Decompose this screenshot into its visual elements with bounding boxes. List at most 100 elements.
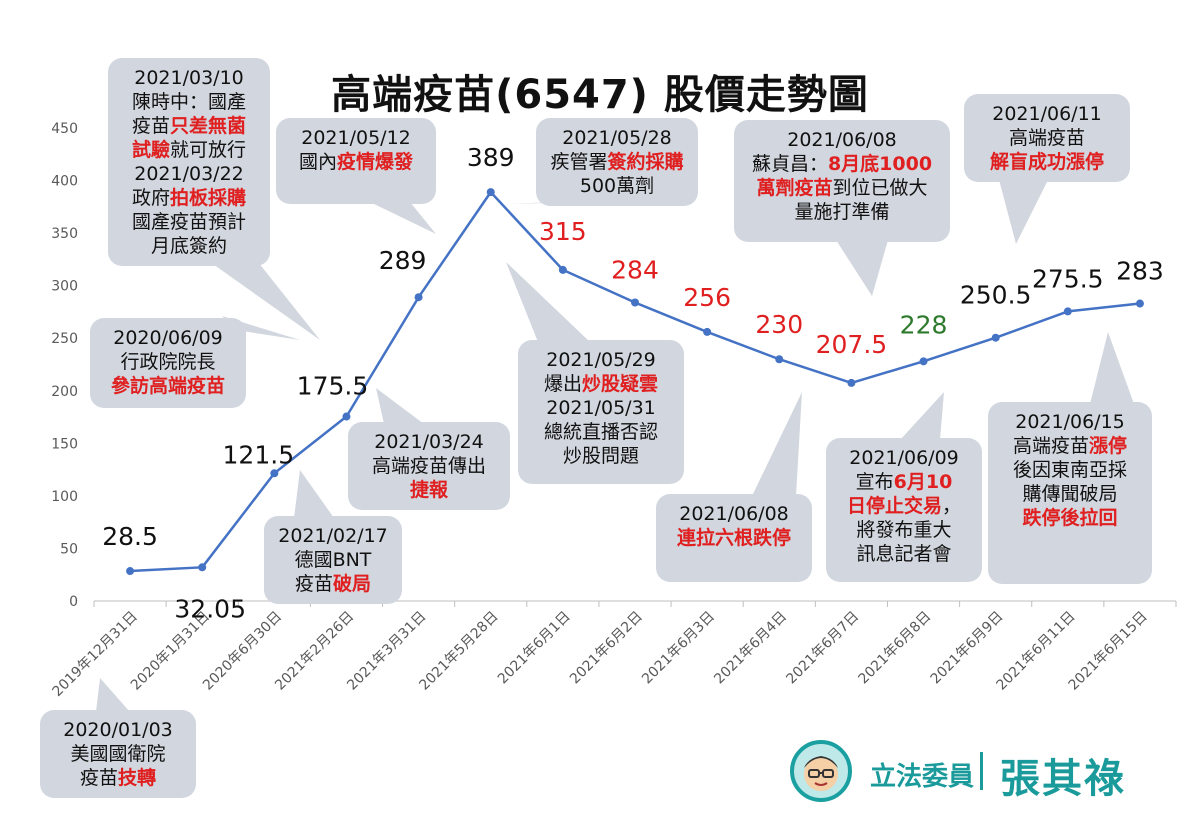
annotation-2021-0609: 2021/06/09 宣布6月10 日停止交易， 將發布重大 訊息記者會 — [826, 438, 982, 582]
annotation-pointer — [998, 176, 1050, 244]
annotation-line: 2021/03/22 — [118, 162, 260, 186]
annotation-highlight: 試驗 — [131, 139, 170, 161]
annotation-2021-0217: 2021/02/17 德國BNT 疫苗破局 — [264, 516, 402, 604]
data-point — [847, 378, 856, 387]
value-label: 283 — [1116, 257, 1164, 286]
annotation-text: 2020/01/03 — [63, 719, 173, 741]
annotation-text: 2021/06/15 — [1015, 411, 1125, 433]
annotation-line: 2020/01/03 — [50, 718, 186, 742]
value-label: 228 — [900, 310, 948, 339]
annotation-line: 捷報 — [358, 478, 500, 502]
annotation-text: 蘇貞昌： — [751, 153, 828, 175]
data-point — [775, 355, 784, 364]
x-tick-label: 2021年6月7日 — [783, 609, 862, 688]
annotation-line: 2021/06/15 — [998, 410, 1142, 434]
y-tick-label: 100 — [51, 489, 78, 505]
brand-role: 立法委員 — [870, 762, 975, 792]
annotation-highlight: 拍板採購 — [170, 187, 247, 209]
y-tick-label: 400 — [51, 174, 78, 190]
annotation-text: 陳時中：國產 — [131, 91, 246, 113]
annotation-line: 國產疫苗預計 — [118, 210, 260, 234]
annotation-text: ， — [942, 495, 962, 517]
data-point — [919, 357, 928, 366]
annotation-2020-0103: 2020/01/03 美國國衛院 疫苗技轉 — [40, 710, 196, 798]
portrait-avatar — [790, 740, 852, 802]
annotation-text: 2021/03/24 — [374, 431, 484, 453]
annotation-line: 連拉六根跌停 — [666, 526, 802, 550]
annotation-text: 500萬劑 — [579, 175, 655, 197]
x-tick-label: 2021年6月2日 — [567, 609, 646, 688]
annotation-text: 國內 — [298, 151, 337, 173]
data-point — [558, 265, 567, 274]
annotation-highlight: 參訪高端疫苗 — [110, 375, 225, 397]
annotation-text: 購傳聞破局 — [1022, 483, 1118, 505]
annotation-line: 高端疫苗漲停 — [998, 434, 1142, 458]
x-tick-label: 2021年6月4日 — [711, 609, 790, 688]
annotation-2021-0611: 2021/06/11 高端疫苗 解盲成功漲停 — [964, 94, 1130, 182]
value-label: 315 — [539, 217, 587, 246]
annotation-2021-0310: 2021/03/10 陳時中：國產 疫苗只差無菌 試驗就可放行 2021/03/22 政府… — [108, 58, 270, 266]
annotation-highlight: 連拉六根跌停 — [676, 527, 791, 549]
annotation-line: 跌停後拉回 — [998, 506, 1142, 530]
annotation-line: 2021/03/24 — [358, 430, 500, 454]
x-tick-label: 2021年6月3日 — [639, 609, 718, 688]
annotation-text: 2021/05/29 — [546, 349, 656, 371]
annotation-line: 美國國衛院 — [50, 742, 186, 766]
annotation-pointer — [752, 392, 802, 496]
value-label: 389 — [467, 143, 515, 172]
annotation-line: 2020/06/09 — [100, 326, 236, 350]
data-point — [991, 333, 1000, 342]
y-tick-label: 50 — [60, 541, 78, 557]
annotation-line: 2021/06/08 — [744, 128, 940, 152]
annotation-text: 高端疫苗 — [1012, 435, 1089, 457]
annotation-2021-0608a: 2021/06/08 蘇貞昌：8月底1000 萬劑疫苗到位已做大 量施打準備 — [734, 120, 950, 242]
x-tick-label: 2021年6月8日 — [856, 609, 935, 688]
annotation-text: 疫苗 — [294, 573, 333, 595]
annotation-2021-0512: 2021/05/12 國內疫情爆發 — [276, 118, 436, 204]
chart-title: 高端疫苗(6547) 股價走勢圖 — [331, 72, 869, 118]
annotation-line: 2021/05/12 — [286, 126, 426, 150]
annotation-pointer — [96, 678, 130, 712]
value-label: 289 — [379, 246, 427, 275]
annotation-line: 疫苗技轉 — [50, 766, 186, 790]
annotation-text: 爆出 — [543, 373, 582, 395]
annotation-line: 宣布6月10 — [836, 470, 972, 494]
data-point — [198, 563, 207, 572]
value-label: 250.5 — [960, 281, 1032, 310]
data-point — [631, 298, 639, 307]
annotation-line: 2021/05/29 — [528, 348, 674, 372]
brand-name: 張其祿 — [1000, 756, 1126, 802]
y-tick-label: 150 — [51, 436, 78, 452]
annotation-text: 德國BNT — [294, 549, 372, 571]
annotation-highlight: 只差無菌 — [170, 115, 247, 137]
annotation-highlight: 疫情爆發 — [337, 151, 414, 173]
annotation-text: 疫苗 — [79, 767, 118, 789]
annotation-pointer — [1090, 332, 1134, 404]
annotation-2021-0528: 2021/05/28 疾管署簽約採購 500萬劑 — [536, 118, 698, 206]
x-tick-label: 2021年6月1日 — [495, 609, 574, 688]
annotation-line: 將發布重大 — [836, 518, 972, 542]
annotation-pointer — [370, 202, 436, 234]
annotation-text: 2021/06/09 — [849, 447, 959, 469]
value-label: 121.5 — [223, 440, 295, 469]
annotation-line: 參訪高端疫苗 — [100, 374, 236, 398]
annotation-line: 行政院院長 — [100, 350, 236, 374]
annotation-2021-0608b: 2021/06/08 連拉六根跌停 — [656, 494, 812, 582]
annotation-text: 美國國衛院 — [70, 743, 166, 765]
annotation-highlight: 跌停後拉回 — [1022, 507, 1118, 529]
annotation-2021-0324: 2021/03/24 高端疫苗傳出 捷報 — [348, 422, 510, 510]
annotation-text: 政府 — [131, 187, 170, 209]
value-label: 256 — [683, 283, 731, 312]
brand-divider — [980, 752, 983, 790]
annotation-text: 2021/03/10 — [134, 67, 244, 89]
annotation-text: 月底簽約 — [150, 235, 227, 257]
y-tick-label: 300 — [51, 279, 78, 295]
data-point — [703, 327, 712, 336]
annotation-text: 2021/05/28 — [562, 127, 672, 149]
annotation-text: 行政院院長 — [120, 351, 216, 373]
annotation-pointer — [836, 240, 888, 296]
annotation-line: 訊息記者會 — [836, 542, 972, 566]
annotation-text: 2021/06/08 — [787, 129, 897, 151]
annotation-line: 政府拍板採購 — [118, 186, 260, 210]
annotation-text: 疫苗 — [131, 115, 170, 137]
